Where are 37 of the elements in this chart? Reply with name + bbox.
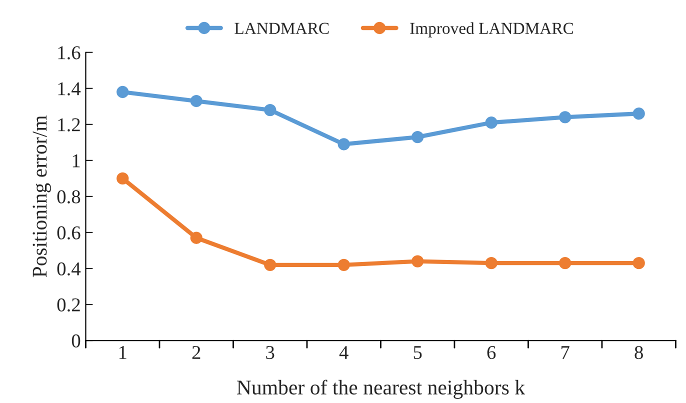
y-tick-label: 0: [72, 334, 80, 348]
x-tick-label: 7: [562, 346, 570, 359]
legend-label: Improved LANDMARC: [410, 22, 574, 38]
y-tick-label: 1: [72, 154, 80, 168]
y-tick-label: 0.4: [57, 262, 81, 276]
x-axis-title: Number of the nearest neighbors k: [236, 380, 526, 399]
point: [264, 104, 276, 116]
x-tick-label: 6: [487, 346, 496, 360]
point: [485, 116, 498, 129]
y-axis-title: Positioning error/m: [32, 115, 52, 278]
x-tick-label: 4: [339, 346, 348, 359]
point: [338, 138, 350, 150]
point: [264, 258, 276, 271]
point: [190, 94, 202, 108]
y-tick-label: 1.2: [58, 118, 80, 132]
point: [559, 257, 572, 270]
point: [485, 257, 498, 270]
x-tick-label: 5: [414, 346, 422, 360]
y-tick-label: 1.6: [58, 46, 80, 60]
x-tick-label: 3: [266, 346, 274, 360]
point: [632, 108, 645, 120]
legend-label: LANDMARC: [234, 22, 329, 34]
x-tick-label: 8: [634, 346, 643, 360]
point: [116, 172, 129, 185]
point: [190, 232, 202, 244]
x-tick-label: 2: [192, 346, 200, 359]
y-tick-label: 1.4: [58, 82, 81, 96]
point: [559, 111, 572, 124]
y-tick-label: 0.2: [57, 298, 80, 312]
point: [412, 255, 424, 268]
y-tick-label: 0.8: [57, 190, 80, 204]
x-tick-label: 1: [119, 346, 126, 359]
point: [338, 258, 350, 271]
y-tick-label: 0.6: [57, 226, 80, 240]
point: [632, 257, 645, 270]
point: [116, 86, 129, 98]
point: [412, 130, 424, 144]
